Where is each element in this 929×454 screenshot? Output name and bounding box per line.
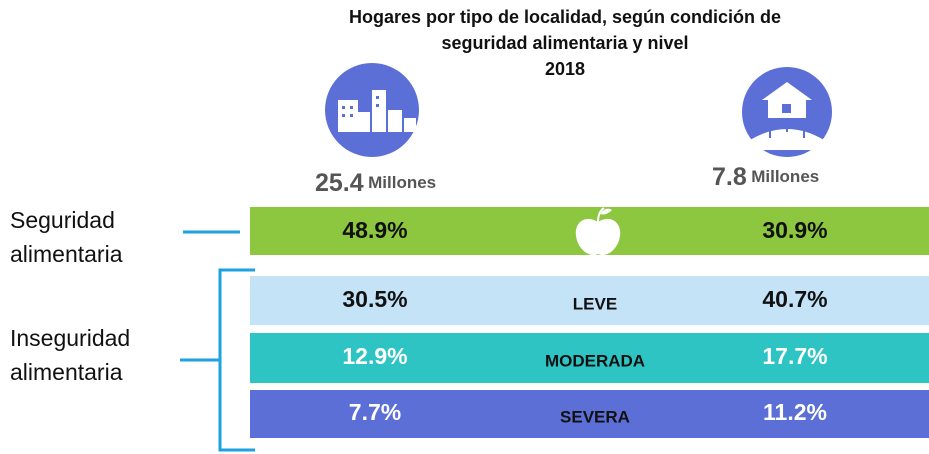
row-label: alimentaria: [10, 359, 123, 385]
row-label: Seguridad: [10, 207, 115, 233]
title-line: 2018: [545, 59, 585, 79]
band: [250, 333, 929, 383]
rural-count: 7.8 Millones: [712, 163, 819, 191]
band: [250, 276, 929, 325]
title-line: seguridad alimentaria y nivel: [441, 33, 688, 53]
connectors: [180, 230, 255, 452]
title-line: Hogares por tipo de localidad, según con…: [349, 7, 781, 27]
level-label: SEVERA: [560, 407, 630, 426]
rural-value: 11.2%: [763, 399, 827, 425]
row-label: alimentaria: [10, 241, 123, 267]
urban-count: 25.4 Millones: [315, 169, 436, 197]
urban-value: 12.9%: [342, 343, 407, 369]
urban-icon: [325, 63, 419, 157]
rural-icon: [742, 67, 832, 157]
apple-icon: [575, 207, 621, 256]
row-label: Inseguridad: [10, 325, 130, 351]
band: [250, 390, 929, 438]
rural-value: 40.7%: [762, 286, 827, 312]
rural-value: 17.7%: [762, 343, 827, 369]
urban-value: 48.9%: [342, 217, 407, 243]
urban-value: 30.5%: [342, 286, 407, 312]
level-label: MODERADA: [545, 351, 645, 370]
urban-value: 7.7%: [349, 399, 401, 425]
level-label: LEVE: [573, 294, 617, 313]
rural-value: 30.9%: [762, 217, 827, 243]
